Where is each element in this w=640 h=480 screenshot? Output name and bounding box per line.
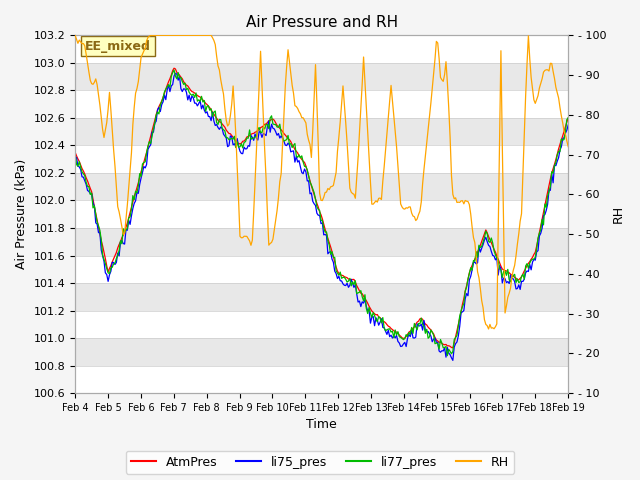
Bar bbox=[75, 201, 568, 228]
Bar bbox=[75, 366, 568, 393]
Bar bbox=[75, 118, 568, 145]
Bar bbox=[75, 173, 568, 201]
Bar bbox=[75, 255, 568, 283]
Bar bbox=[75, 338, 568, 366]
Text: EE_mixed: EE_mixed bbox=[85, 40, 151, 53]
X-axis label: Time: Time bbox=[307, 419, 337, 432]
Bar bbox=[75, 228, 568, 255]
Bar bbox=[75, 311, 568, 338]
Title: Air Pressure and RH: Air Pressure and RH bbox=[246, 15, 397, 30]
Bar bbox=[75, 90, 568, 118]
Bar bbox=[75, 36, 568, 63]
Bar bbox=[75, 145, 568, 173]
Y-axis label: Air Pressure (kPa): Air Pressure (kPa) bbox=[15, 159, 28, 269]
Bar bbox=[75, 283, 568, 311]
Legend: AtmPres, li75_pres, li77_pres, RH: AtmPres, li75_pres, li77_pres, RH bbox=[125, 451, 515, 474]
Y-axis label: RH: RH bbox=[612, 205, 625, 223]
Bar bbox=[75, 63, 568, 90]
